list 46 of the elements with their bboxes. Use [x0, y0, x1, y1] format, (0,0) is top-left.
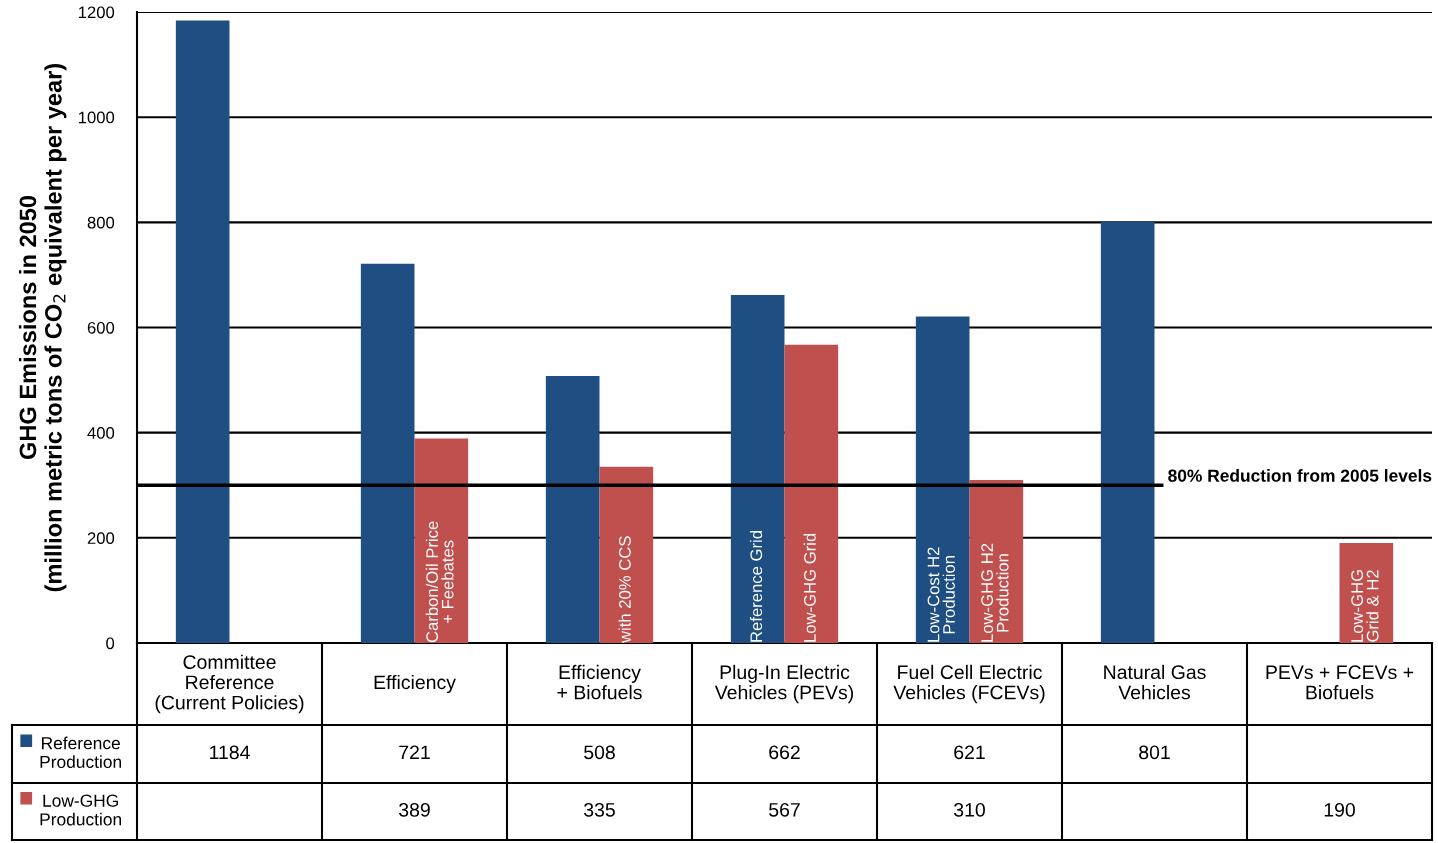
y-tick-label: 800	[87, 216, 115, 229]
data-label: 567	[769, 802, 800, 817]
data-label: 190	[1324, 802, 1355, 817]
bar	[360, 263, 415, 643]
bar	[1100, 221, 1155, 643]
bar	[414, 438, 469, 643]
ref-line-label: 80% Reduction from 2005 levels	[1168, 469, 1432, 482]
y-tick-label: 400	[87, 427, 115, 439]
data-label: 508	[584, 745, 615, 760]
y-axis-title: GHG Emissions in 2050 (million metric tons of CO$_{2}$ equivalent per year)	[18, 63, 67, 592]
annotation: Low-GHG H2 Production	[981, 543, 1009, 642]
x-tick-label: PEVs + FCEVs + Biofuels	[1266, 665, 1414, 700]
legend-label: Reference Production	[40, 736, 122, 769]
annotation: Carbon/Oil Price + Feebates	[425, 521, 454, 643]
data-label: 335	[584, 802, 615, 817]
data-label: 310	[954, 802, 985, 817]
annotation: with 20% CCS	[618, 536, 631, 644]
annotation: Low-GHG Grid & H2	[1351, 570, 1379, 642]
y-tick-label: 200	[87, 532, 115, 545]
y-tick-label: 1000	[78, 111, 115, 124]
data-label: 389	[399, 802, 430, 817]
x-tick-label: Fuel Cell Electric Vehicles (FCEVs)	[893, 664, 1045, 704]
bar	[175, 20, 230, 643]
bar	[599, 466, 654, 643]
x-tick-label: Efficiency	[374, 674, 456, 694]
data-label: 662	[769, 745, 800, 760]
x-tick-label: Efficiency + Biofuels	[557, 664, 642, 700]
data-label: 621	[954, 745, 985, 760]
data-label: 801	[1139, 745, 1170, 760]
bar	[730, 294, 785, 643]
x-tick-label: Plug-In Electric Vehicles (PEVs)	[714, 664, 853, 704]
data-label: 1184	[210, 745, 250, 760]
bar	[545, 375, 600, 643]
annotation: Low-Cost H2 Production	[927, 547, 955, 642]
bar	[969, 479, 1024, 643]
annotation: Low-GHG Grid	[803, 533, 816, 642]
x-tick-label: Natural Gas Vehicles	[1104, 664, 1206, 700]
y-tick-label: 1200	[78, 6, 115, 19]
legend-label: Low-GHG Production	[40, 794, 122, 826]
y-tick-label: 0	[106, 637, 115, 650]
bar	[784, 344, 839, 643]
data-label: 721	[399, 745, 430, 760]
x-tick-label: Committee Reference (Current Policies)	[155, 654, 304, 714]
y-tick-label: 600	[87, 321, 115, 334]
bar	[915, 316, 970, 643]
annotation: Reference Grid	[749, 531, 763, 642]
